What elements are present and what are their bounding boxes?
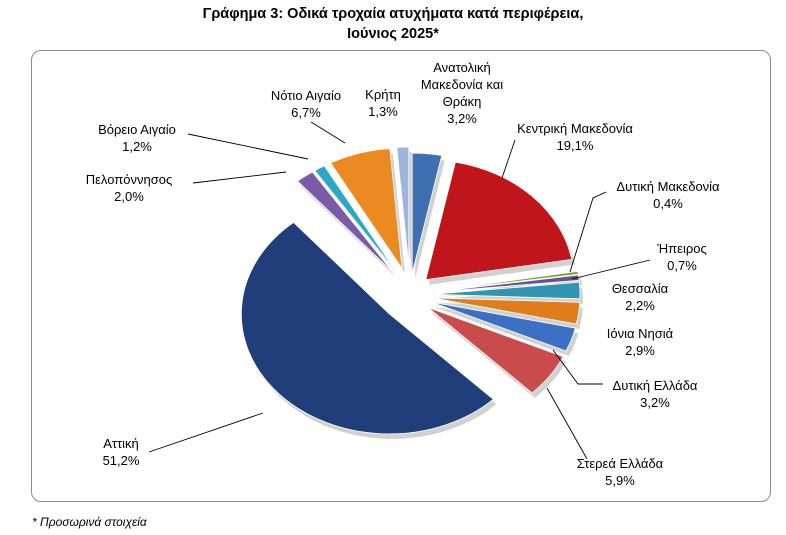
pie-slice — [330, 148, 403, 269]
leader-lines — [148, 121, 651, 460]
slice-label: Νότιο Αιγαίο 6,7% — [271, 88, 341, 120]
slice-label: Στερεά Ελλάδα 5,9% — [577, 456, 664, 488]
leader-line — [552, 349, 603, 385]
pie-slice — [431, 297, 581, 325]
slice-label: Βόρειο Αιγαίο 1,2% — [98, 122, 176, 154]
slice-label: Κρήτη 1,3% — [365, 87, 401, 119]
pie-slice — [430, 301, 576, 352]
pie-slice-shadow — [433, 306, 579, 356]
pie-slice — [431, 281, 581, 300]
chart-title-line2: Ιούνιος 2025* — [347, 26, 439, 42]
slice-label: Πελοπόννησος 2,0% — [86, 172, 172, 204]
slice-label: Δυτική Ελλάδα 3,2% — [613, 378, 698, 410]
slice-label: Ιόνια Νησιά 2,9% — [607, 326, 674, 358]
chart-title: Γράφημα 3: Οδικά τροχαία ατυχήματα κατά … — [0, 4, 786, 44]
chart-title-line1: Γράφημα 3: Οδικά τροχαία ατυχήματα κατά … — [202, 6, 584, 22]
slice-label: Κεντρική Μακεδονία 19,1% — [517, 121, 633, 153]
leader-line — [187, 133, 309, 160]
leader-line — [501, 139, 516, 179]
pie-slice — [431, 270, 579, 292]
leader-line — [571, 259, 651, 280]
pie-slice — [411, 152, 443, 274]
pie-slice — [240, 221, 494, 435]
leader-line — [310, 121, 346, 144]
slice-label: Θεσσαλία 2,2% — [612, 281, 669, 313]
leader-line — [148, 412, 264, 453]
leader-line — [192, 171, 287, 184]
slice-label: Ήπειρος 0,7% — [656, 241, 706, 273]
pie-slice — [427, 307, 564, 394]
pie-slice — [296, 171, 394, 273]
slice-label: Δυτική Μακεδονία 0,4% — [616, 179, 720, 211]
leader-line — [569, 191, 607, 273]
pie-slice — [396, 146, 410, 268]
leader-line — [546, 387, 588, 460]
slice-label: Ανατολική Μακεδονία και Θράκη 3,2% — [421, 60, 503, 126]
slice-labels: Ανατολική Μακεδονία και Θράκη 3,2% Κεντρική … — [86, 60, 720, 488]
footnote: * Προσωρινά στοιχεία — [32, 515, 147, 529]
pie-slice — [425, 161, 573, 281]
pie-slices — [240, 146, 583, 439]
pie-slice — [314, 165, 396, 272]
slice-label: Αττική 51,2% — [103, 436, 140, 468]
